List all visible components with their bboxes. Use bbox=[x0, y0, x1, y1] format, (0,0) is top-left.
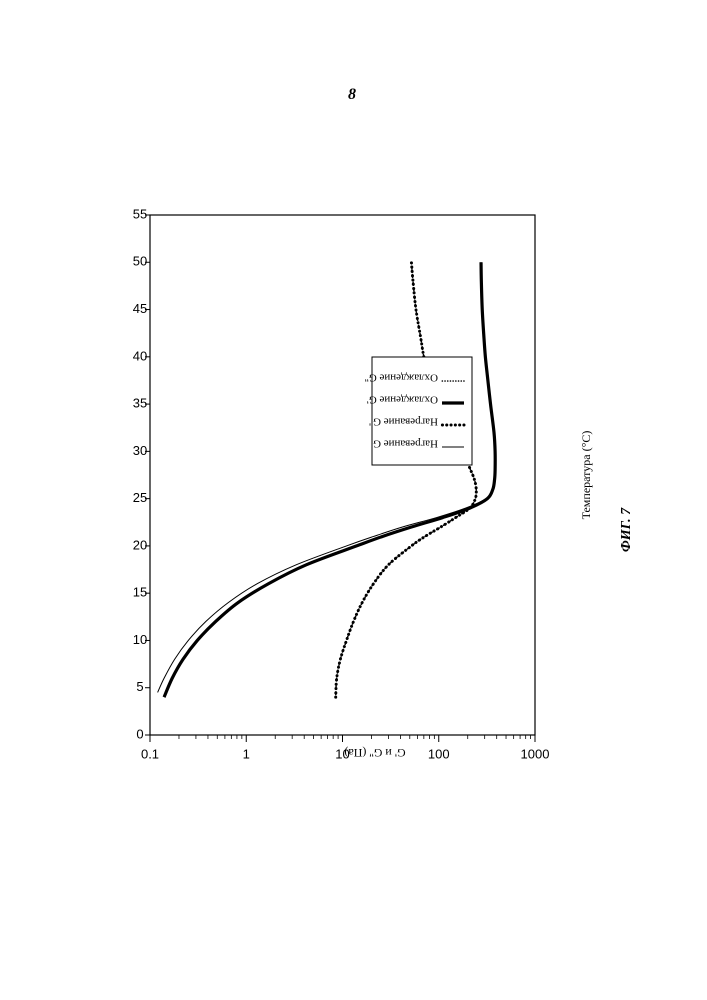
legend-label-1: Нагревание G' bbox=[371, 437, 438, 449]
y-tick-label: 1 bbox=[243, 746, 250, 761]
series-line-3 bbox=[164, 262, 495, 697]
y-tick-label: 0.1 bbox=[141, 746, 159, 761]
x-tick-label: 30 bbox=[133, 443, 147, 458]
axis-ticks: 05101520253035404550550.11101001000 bbox=[133, 206, 550, 761]
x-tick-label: 5 bbox=[136, 679, 143, 694]
x-tick-label: 55 bbox=[133, 206, 147, 221]
x-tick-label: 35 bbox=[133, 396, 147, 411]
legend-label-4: Охлаждение G'' bbox=[365, 371, 438, 383]
x-tick-label: 50 bbox=[133, 254, 147, 269]
x-axis-label: Температура (°C) bbox=[579, 431, 593, 520]
legend: Нагревание G' Нагревание G'' Охлаждение G'… bbox=[365, 357, 472, 465]
chart-rotated-group: 05101520253035404550550.11101001000 Нагр… bbox=[133, 206, 550, 761]
x-tick-label: 40 bbox=[133, 348, 147, 363]
x-tick-label: 45 bbox=[133, 301, 147, 316]
x-tick-label: 15 bbox=[133, 585, 147, 600]
x-tick-label: 20 bbox=[133, 537, 147, 552]
x-tick-label: 10 bbox=[133, 632, 147, 647]
plot-frame bbox=[150, 215, 535, 735]
y-axis-label: G' и G'' (Па) bbox=[344, 746, 405, 760]
figure-caption: ФИГ. 7 bbox=[619, 507, 634, 552]
series-line-4 bbox=[336, 262, 477, 697]
x-tick-label: 0 bbox=[136, 726, 143, 741]
series-layer bbox=[158, 262, 496, 697]
legend-label-3: Охлаждение G' bbox=[367, 393, 438, 405]
series-line-2 bbox=[336, 262, 477, 697]
y-tick-label: 1000 bbox=[521, 746, 550, 761]
y-tick-label: 100 bbox=[428, 746, 450, 761]
legend-label-2: Нагревание G'' bbox=[369, 415, 438, 427]
x-tick-label: 25 bbox=[133, 490, 147, 505]
